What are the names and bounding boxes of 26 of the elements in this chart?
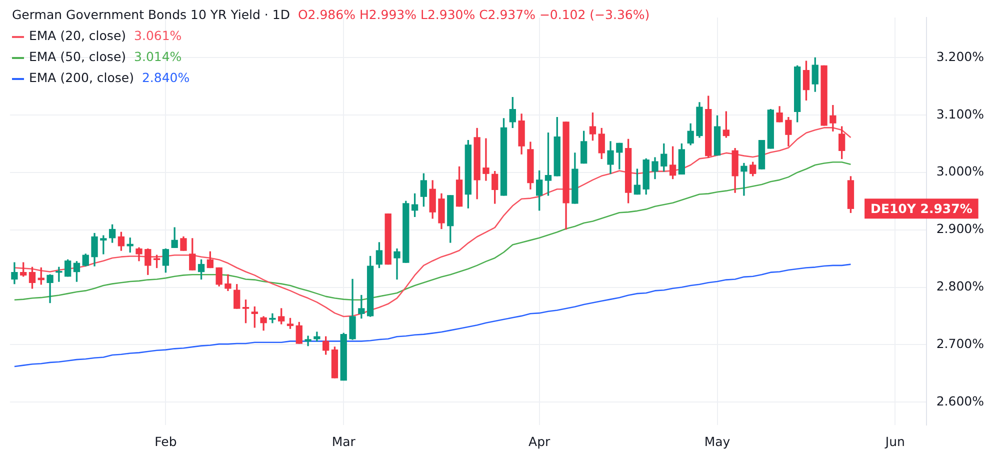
annotation: O2.986% H2.993% L2.930% C2.937% −0.102 (−3.36%) [298, 7, 650, 22]
y-tick-label: 3.200% [936, 48, 984, 64]
y-tick-label: 2.700% [936, 336, 984, 351]
candlestick [304, 336, 312, 346]
x-tick-label: Mar [332, 434, 356, 449]
annotation: DE10Y 2.937% [870, 200, 973, 216]
annotation: 3.061% [134, 28, 182, 43]
legend-label: EMA (200, close) [29, 70, 134, 85]
annotation: 3.014% [134, 49, 182, 64]
candlestick [740, 162, 748, 196]
y-tick-label: 2.800% [936, 278, 984, 294]
y-tick-label: 2.900% [936, 221, 984, 236]
legend-label: EMA (50, close) [29, 49, 126, 64]
candlestick [394, 248, 400, 280]
y-tick-label: 3.000% [936, 164, 984, 179]
x-tick-label: May [704, 434, 731, 449]
y-tick-label: 2.600% [936, 393, 984, 408]
x-tick-label: Apr [528, 434, 552, 449]
legend-label: EMA (20, close) [29, 28, 126, 43]
annotation: 2.840% [142, 70, 190, 85]
x-tick-label: Jun [884, 434, 905, 449]
candlestick [56, 266, 62, 282]
candlestick [482, 138, 490, 181]
y-tick-label: 3.100% [936, 106, 984, 122]
x-tick-label: Feb [154, 434, 177, 449]
chart-title: German Government Bonds 10 YR Yield · 1D [12, 7, 290, 22]
